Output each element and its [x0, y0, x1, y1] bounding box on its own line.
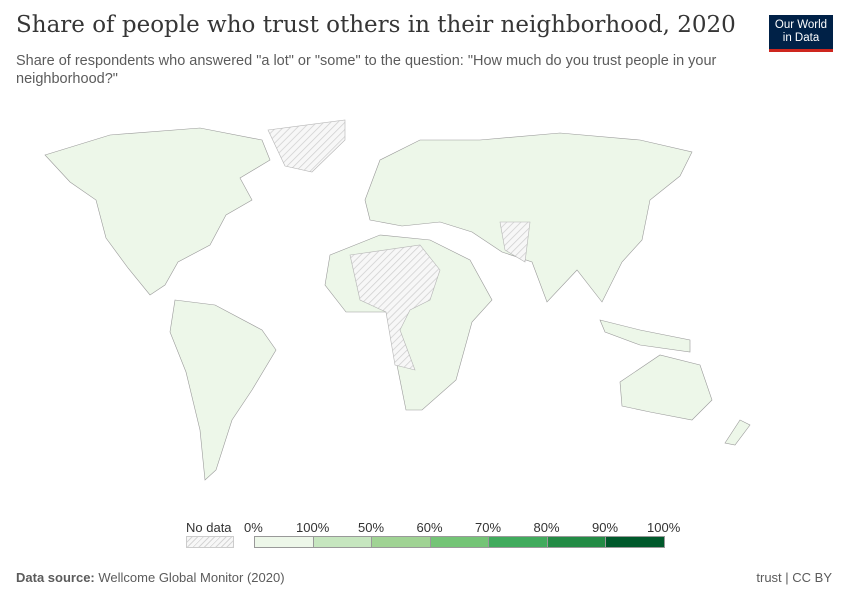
owid-logo[interactable]: Our World in Data — [769, 15, 833, 52]
source-name[interactable]: Wellcome Global Monitor (2020) — [98, 570, 285, 585]
no-data-label: No data — [186, 520, 232, 535]
new-zealand[interactable] — [724, 419, 751, 446]
legend-bin[interactable] — [429, 536, 489, 548]
eurasia[interactable] — [364, 132, 693, 303]
data-source: Data source: Wellcome Global Monitor (20… — [16, 570, 285, 585]
legend-tick-label: 90% — [592, 520, 619, 535]
license[interactable]: trust | CC BY — [756, 570, 832, 585]
legend-bin[interactable] — [312, 536, 372, 548]
legend-bin[interactable] — [546, 536, 606, 548]
africa-no-data[interactable] — [349, 244, 441, 371]
legend-tick-label: 60% — [416, 520, 443, 535]
chart-title: Share of people who trust others in thei… — [16, 12, 736, 38]
legend-bin[interactable] — [605, 536, 665, 548]
middle-east-no-data[interactable] — [499, 221, 531, 263]
north-america[interactable] — [44, 127, 271, 296]
world-map — [44, 119, 751, 481]
legend-tick-label: 80% — [533, 520, 560, 535]
legend-bin[interactable] — [254, 536, 314, 548]
legend-bin[interactable] — [488, 536, 548, 548]
source-label: Data source: — [16, 570, 95, 585]
legend-tick-label: 100% — [647, 520, 681, 535]
legend-tick-label: 0% — [244, 520, 263, 535]
indonesia[interactable] — [599, 319, 691, 353]
south-america[interactable] — [169, 299, 277, 481]
greenland[interactable] — [267, 119, 346, 173]
legend-tick-label: 70% — [475, 520, 502, 535]
legend-tick-label: 50% — [358, 520, 385, 535]
color-legend: No data 0% 100% 50% 60% 70% 80% 90% 100% — [0, 518, 850, 553]
chart-subtitle: Share of respondents who answered "a lot… — [16, 53, 717, 87]
no-data-swatch[interactable] — [186, 536, 234, 548]
legend-bin[interactable] — [371, 536, 431, 548]
legend-tick-label: 100% — [296, 520, 330, 535]
australia[interactable] — [619, 354, 713, 421]
